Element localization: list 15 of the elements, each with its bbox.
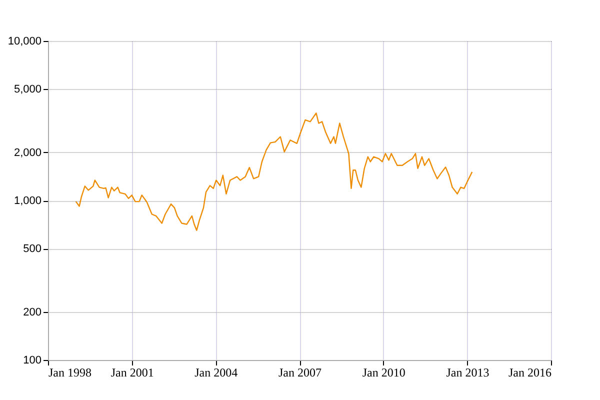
y-tick-label: 5,000 — [14, 84, 42, 96]
y-tick-label: 1,000 — [14, 195, 42, 207]
y-tick-label: 10,000 — [8, 36, 42, 48]
x-tick-label: Jan 2010 — [362, 366, 406, 380]
x-tick-label: Jan 2013 — [446, 366, 490, 380]
x-tick-label: Jan 2007 — [278, 366, 322, 380]
line-series — [75, 112, 473, 231]
y-tick-label: 100 — [23, 354, 42, 366]
x-tick-label: Jan 2016 — [508, 366, 552, 380]
y-tick-label: 500 — [23, 243, 42, 256]
x-tick-label: Jan 2004 — [194, 366, 238, 380]
y-tick-label: 200 — [23, 306, 42, 318]
x-tick-label: Jan 1998 — [48, 366, 92, 380]
x-tick-label: Jan 2001 — [110, 366, 154, 380]
y-tick-label: 2,000 — [14, 146, 42, 159]
